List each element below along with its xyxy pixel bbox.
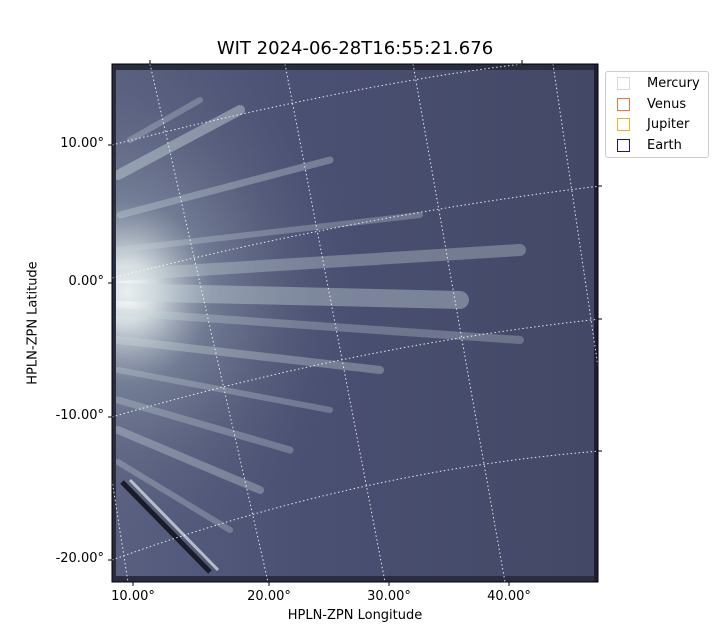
x-tick-label: 30.00°: [367, 589, 411, 604]
x-tick-label: 10.00°: [111, 589, 155, 604]
y-tick-label: -10.00°: [55, 408, 104, 423]
jupiter-swatch: [617, 117, 630, 131]
legend-label: Venus: [647, 96, 687, 112]
legend: Mercury Venus Jupiter Earth: [605, 71, 709, 158]
coronal-streamers: [112, 97, 526, 533]
y-tick-label: -20.00°: [55, 551, 104, 566]
legend-item-earth: Earth: [617, 137, 682, 153]
venus-swatch: [617, 97, 630, 111]
tick-marks: [108, 60, 602, 586]
legend-item-venus: Venus: [617, 96, 686, 112]
legend-label: Earth: [647, 137, 682, 153]
mercury-swatch: [617, 76, 630, 90]
legend-item-jupiter: Jupiter: [617, 116, 689, 132]
y-tick-label: 0.00°: [68, 274, 104, 289]
legend-label: Jupiter: [647, 116, 690, 132]
x-tick-label: 20.00°: [247, 589, 291, 604]
legend-label: Mercury: [647, 75, 700, 91]
x-tick-label: 40.00°: [487, 589, 531, 604]
earth-swatch: [617, 138, 630, 152]
coordinate-grid: [112, 64, 598, 582]
y-tick-label: 10.00°: [60, 136, 104, 151]
legend-item-mercury: Mercury: [617, 75, 700, 91]
plot-title: WIT 2024-06-28T16:55:21.676: [216, 38, 494, 59]
y-axis-label: HPLN-ZPN Latitude: [25, 261, 41, 385]
x-axis-label: HPLN-ZPN Longitude: [287, 608, 423, 623]
